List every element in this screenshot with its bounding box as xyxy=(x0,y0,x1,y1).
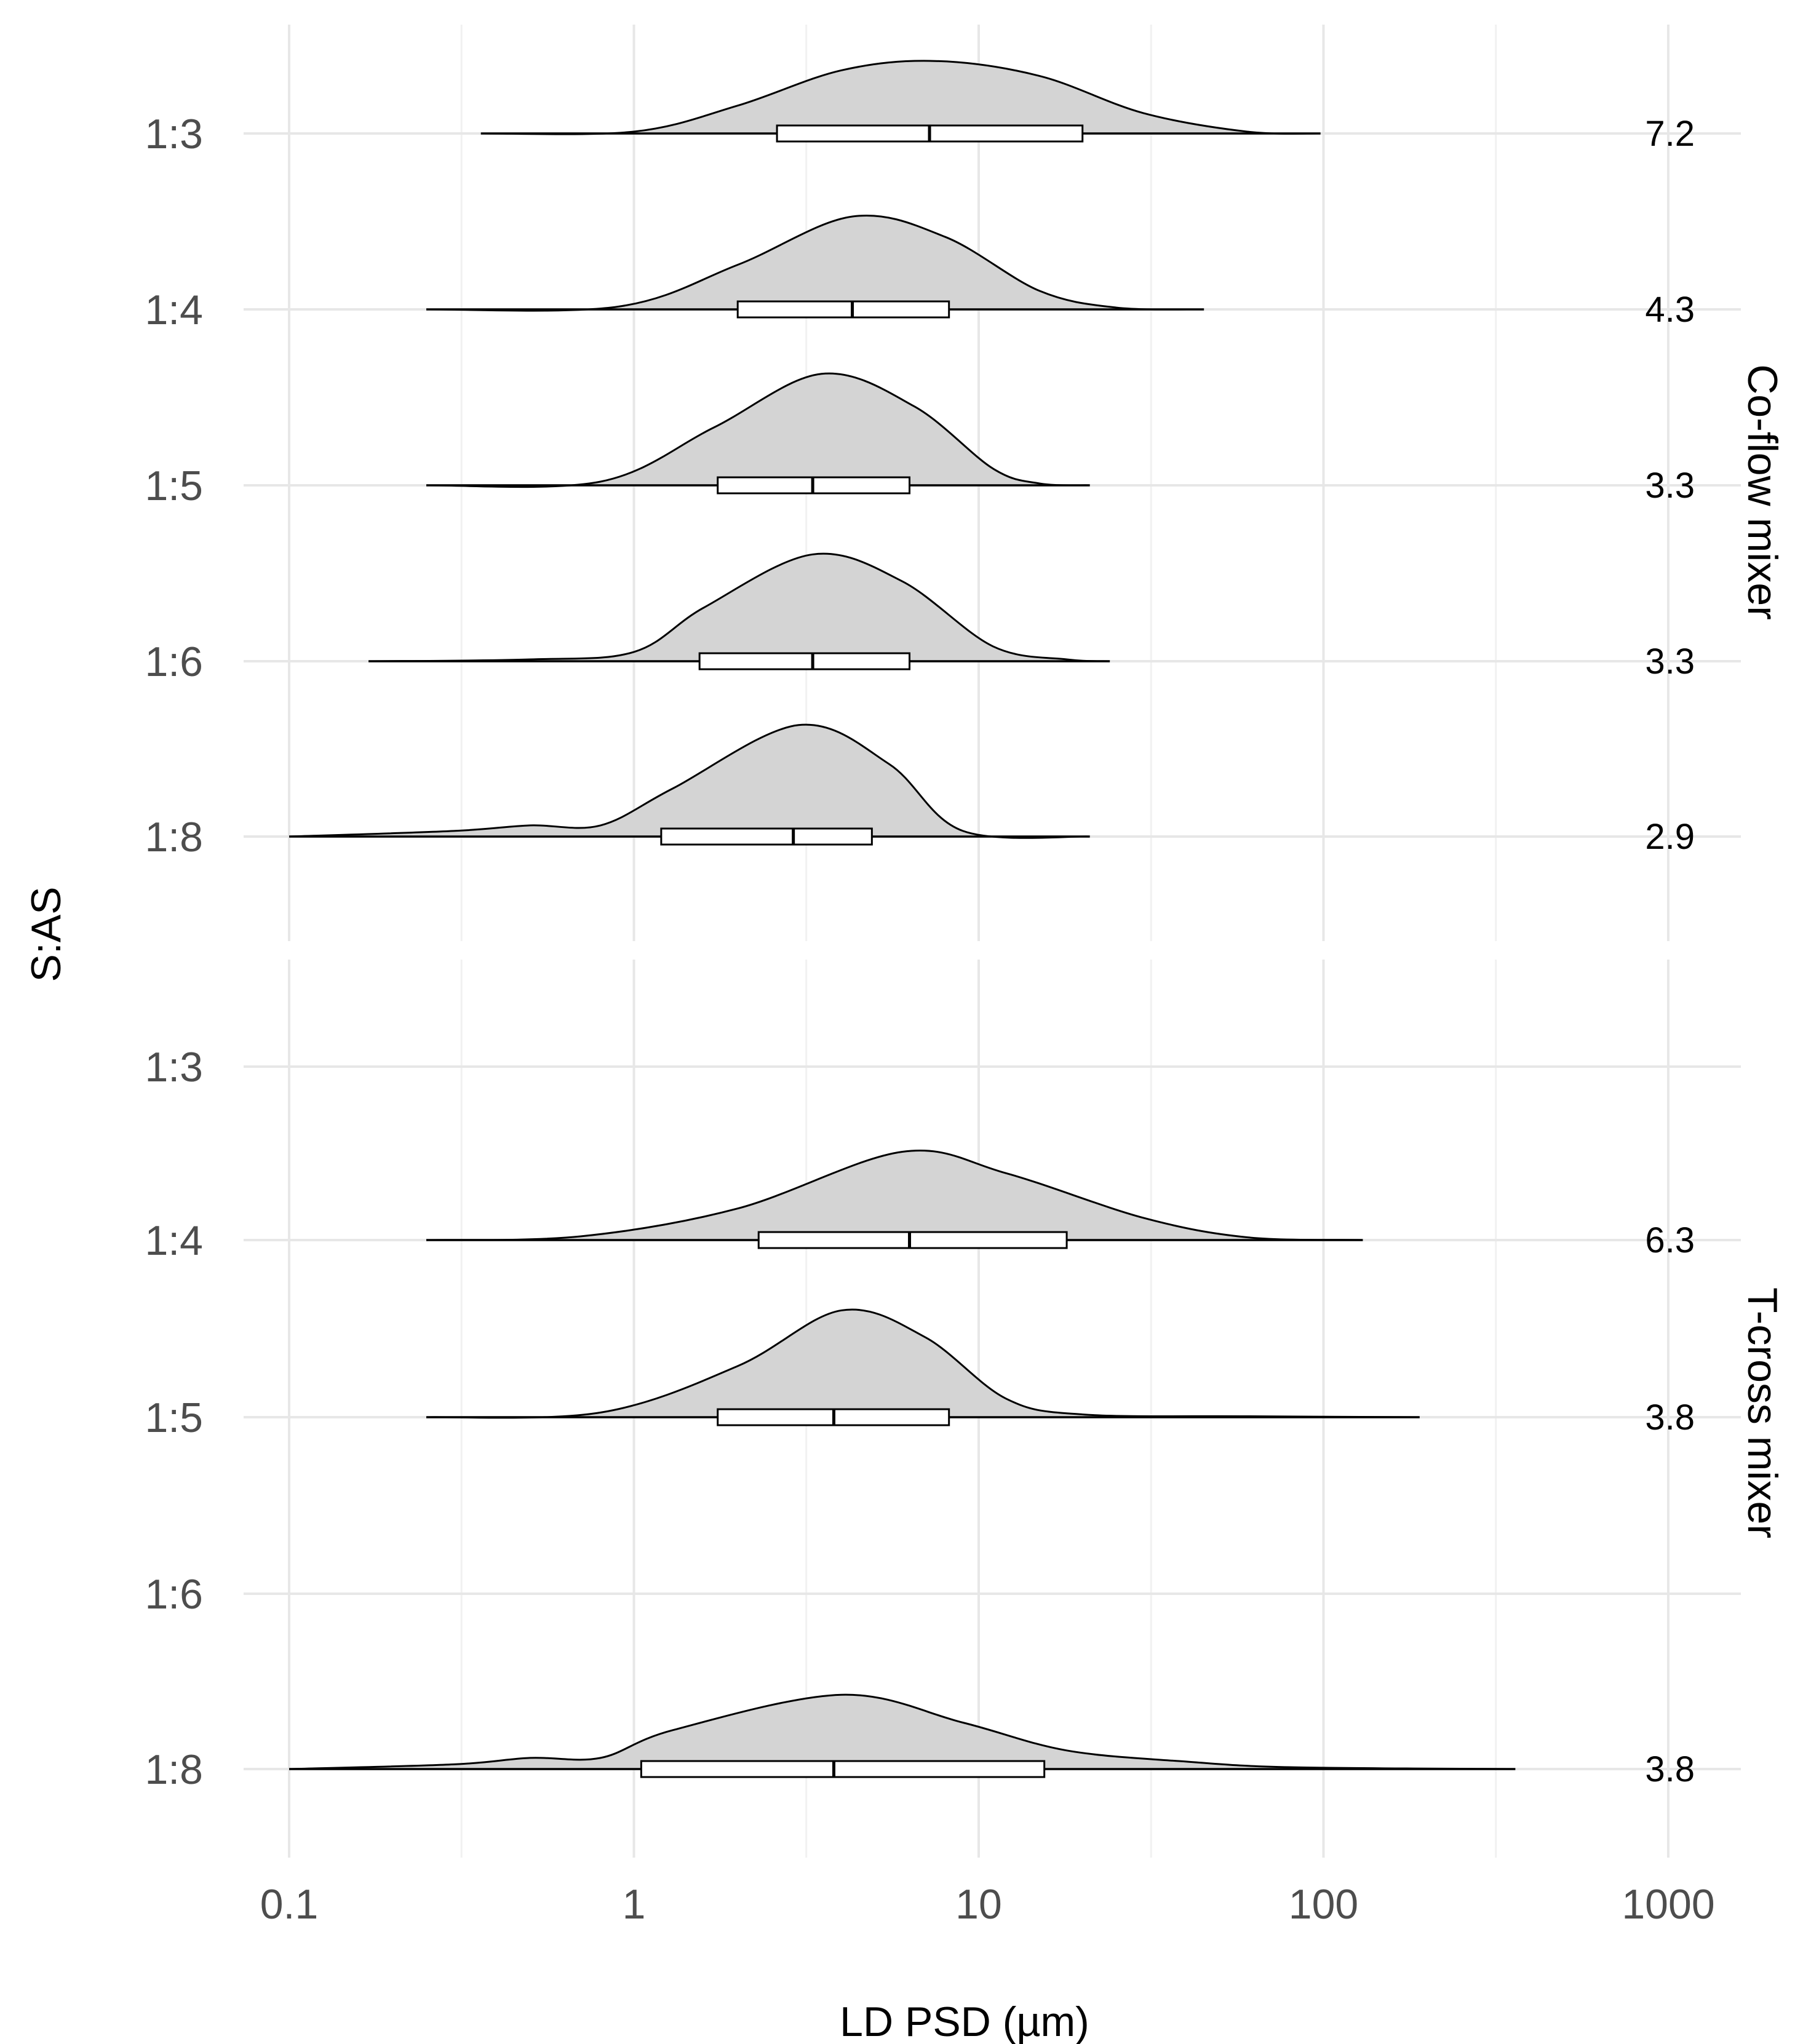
y-tick-label: 1:4 xyxy=(145,287,203,333)
plot-marks xyxy=(289,60,1516,1778)
labels: 1:3 7.2 1:4 4.3 1:5 3.3 1:6 3.3 1:8 2.9 Co-flow mi… xyxy=(145,111,1786,1928)
x-tick-label: 10 xyxy=(955,1881,1002,1928)
median-value-label: 3.3 xyxy=(1645,642,1695,682)
x-tick-label: 1000 xyxy=(1622,1881,1714,1928)
density-area xyxy=(426,373,1090,487)
density-outline xyxy=(368,552,1110,662)
density-outline xyxy=(289,723,1090,839)
density-area xyxy=(289,725,1090,838)
box-iqr xyxy=(698,652,911,670)
box-iqr xyxy=(640,1760,1046,1778)
box-iqr xyxy=(757,1231,1068,1249)
y-tick-label: 1:3 xyxy=(145,1044,203,1091)
box-iqr xyxy=(660,827,873,846)
median-value-label: 3.8 xyxy=(1645,1398,1695,1438)
facet-label: Co-flow mixer xyxy=(1739,364,1786,620)
density-outline xyxy=(426,214,1204,312)
y-tick-label: 1:8 xyxy=(145,1746,203,1793)
y-tick-label: 1:4 xyxy=(145,1217,203,1264)
density-area xyxy=(426,1309,1420,1418)
x-tick-label: 100 xyxy=(1289,1881,1358,1928)
density-area xyxy=(426,215,1204,311)
density-area xyxy=(368,554,1110,661)
y-tick-label: 1:5 xyxy=(145,1394,203,1441)
median-value-label: 7.2 xyxy=(1645,114,1695,154)
facet-label: T-cross mixer xyxy=(1739,1287,1786,1538)
y-tick-label: 1:3 xyxy=(145,111,203,157)
y-tick-label: 1:5 xyxy=(145,463,203,509)
x-tick-label: 0.1 xyxy=(260,1881,319,1928)
median-value-label: 6.3 xyxy=(1645,1220,1695,1260)
y-axis-title: S:AS xyxy=(23,887,70,982)
x-axis-title: LD PSD (µm) xyxy=(840,1998,1089,2044)
median-value-label: 2.9 xyxy=(1645,817,1695,857)
median-value-label: 3.8 xyxy=(1645,1749,1695,1789)
y-tick-label: 1:8 xyxy=(145,814,203,861)
x-tick-label: 1 xyxy=(623,1881,646,1928)
y-tick-label: 1:6 xyxy=(145,1571,203,1618)
density-area xyxy=(426,1150,1363,1240)
density-outline xyxy=(289,1693,1516,1770)
median-value-label: 4.3 xyxy=(1645,290,1695,330)
density-area xyxy=(289,1695,1516,1769)
box-iqr xyxy=(736,300,950,319)
median-value-label: 3.3 xyxy=(1645,466,1695,506)
density-area xyxy=(480,60,1321,135)
density-outline xyxy=(426,1149,1363,1241)
density-outline xyxy=(480,60,1321,135)
density-outline xyxy=(426,372,1090,488)
y-tick-label: 1:6 xyxy=(145,638,203,685)
